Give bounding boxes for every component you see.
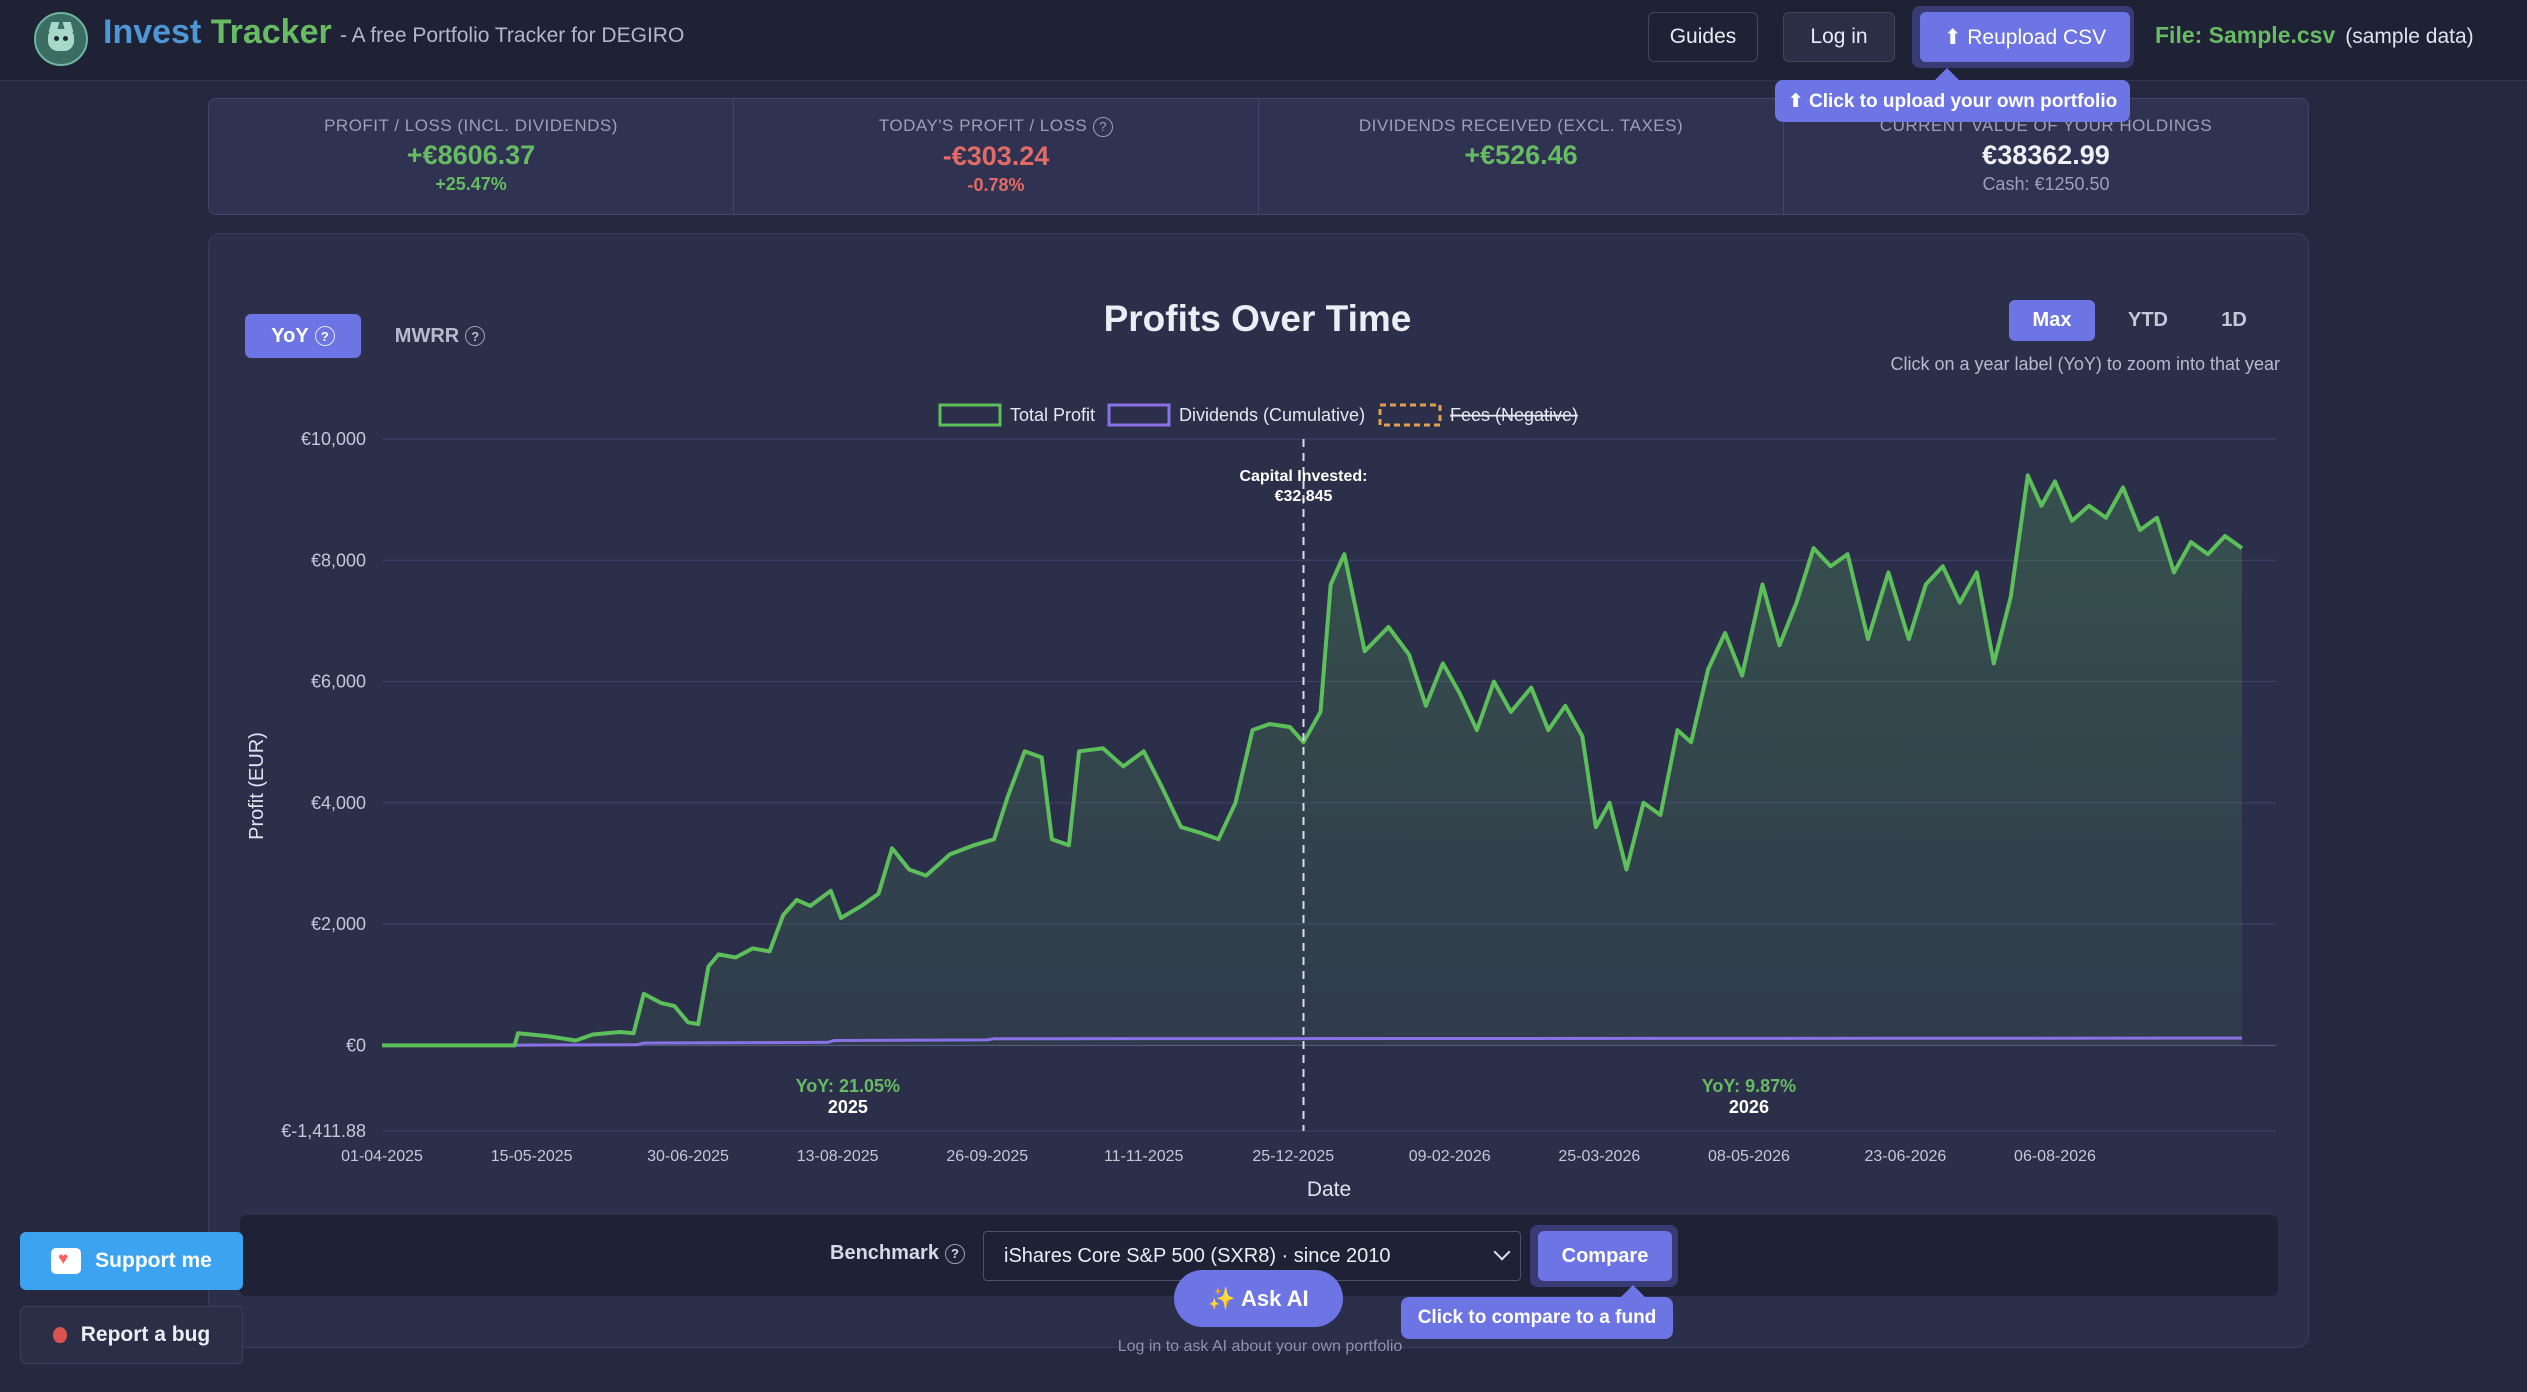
help-icon[interactable]: ? [314,326,335,346]
mode-yoy-button[interactable]: YoY? [245,314,361,358]
upload-tooltip: ⬆ Click to upload your own portfolio [1775,68,2130,122]
bug-icon [52,1327,67,1343]
cat-logo-icon [34,12,88,66]
support-me-label: Support me [95,1249,212,1272]
help-icon[interactable]: ? [465,326,486,346]
stat-label: TODAY'S PROFIT / LOSS [878,116,1088,135]
ask-ai-hint: Log in to ask AI about your own portfoli… [1117,1338,1403,1355]
stat-profit-loss: PROFIT / LOSS (INCL. DIVIDENDS) +€8606.3… [209,99,734,214]
stat-subvalue: -0.78% [967,174,1025,195]
chart-title: Profits Over Time [1103,298,1412,339]
stat-value: +€526.46 [1464,140,1578,170]
stat-label: DIVIDENDS RECEIVED (EXCL. TAXES) [1358,116,1684,135]
ask-ai-button[interactable]: ✨ Ask AI [1174,1270,1343,1327]
range-1d-button[interactable]: 1D [2221,309,2247,331]
stat-subvalue: +25.47% [435,174,507,194]
file-name: File: Sample.csv [2155,22,2336,48]
mode-mwrr-button[interactable]: MWRR? [385,314,495,358]
report-bug-button[interactable]: Report a bug [20,1306,243,1364]
support-me-button[interactable]: Support me [20,1232,243,1290]
help-icon[interactable]: ? [944,1243,965,1264]
brand-word-2: Tracker [210,13,332,51]
stat-today-profit-loss: TODAY'S PROFIT / LOSS? -€303.24 -0.78% [734,99,1259,214]
benchmark-label: Benchmark? [830,1242,965,1265]
stat-dividends: DIVIDENDS RECEIVED (EXCL. TAXES) +€526.4… [1259,99,1784,214]
brand-word-1: Invest [103,13,202,51]
compare-button[interactable]: Compare [1538,1231,1672,1281]
login-button[interactable]: Log in [1783,12,1895,62]
chart-panel [208,233,2309,1348]
coffee-cup-icon [51,1248,82,1274]
compare-tooltip: Click to compare to a fund [1401,1285,1673,1339]
file-info: File: Sample.csv (sample data) [2155,22,2474,49]
stat-label: PROFIT / LOSS (INCL. DIVIDENDS) [324,116,618,135]
sample-data-note: (sample data) [2345,25,2474,48]
stat-value: -€303.24 [942,140,1050,171]
benchmark-label-text: Benchmark [830,1242,939,1264]
mode-yoy-label: YoY [271,324,309,347]
stat-subvalue: Cash: €1250.50 [1982,174,2110,194]
stat-value: €38362.99 [1982,140,2110,170]
guides-button[interactable]: Guides [1648,12,1758,62]
reupload-csv-button[interactable]: ⬆ Reupload CSV [1920,12,2130,62]
brand-title[interactable]: Invest Tracker [103,13,332,52]
stat-value: +€8606.37 [406,140,536,170]
range-ytd-button[interactable]: YTD [2128,309,2168,331]
mode-mwrr-label: MWRR [394,324,460,347]
chevron-down-icon [1493,1243,1511,1261]
report-bug-label: Report a bug [80,1323,211,1346]
help-icon[interactable]: ? [1093,116,1114,137]
tagline: - A free Portfolio Tracker for DEGIRO [340,24,685,47]
zoom-hint: Click on a year label (YoY) to zoom into… [1890,354,2280,374]
range-max-button[interactable]: Max [2009,300,2095,341]
benchmark-selected-value: iShares Core S&P 500 (SXR8) · since 2010 [1004,1244,1391,1267]
